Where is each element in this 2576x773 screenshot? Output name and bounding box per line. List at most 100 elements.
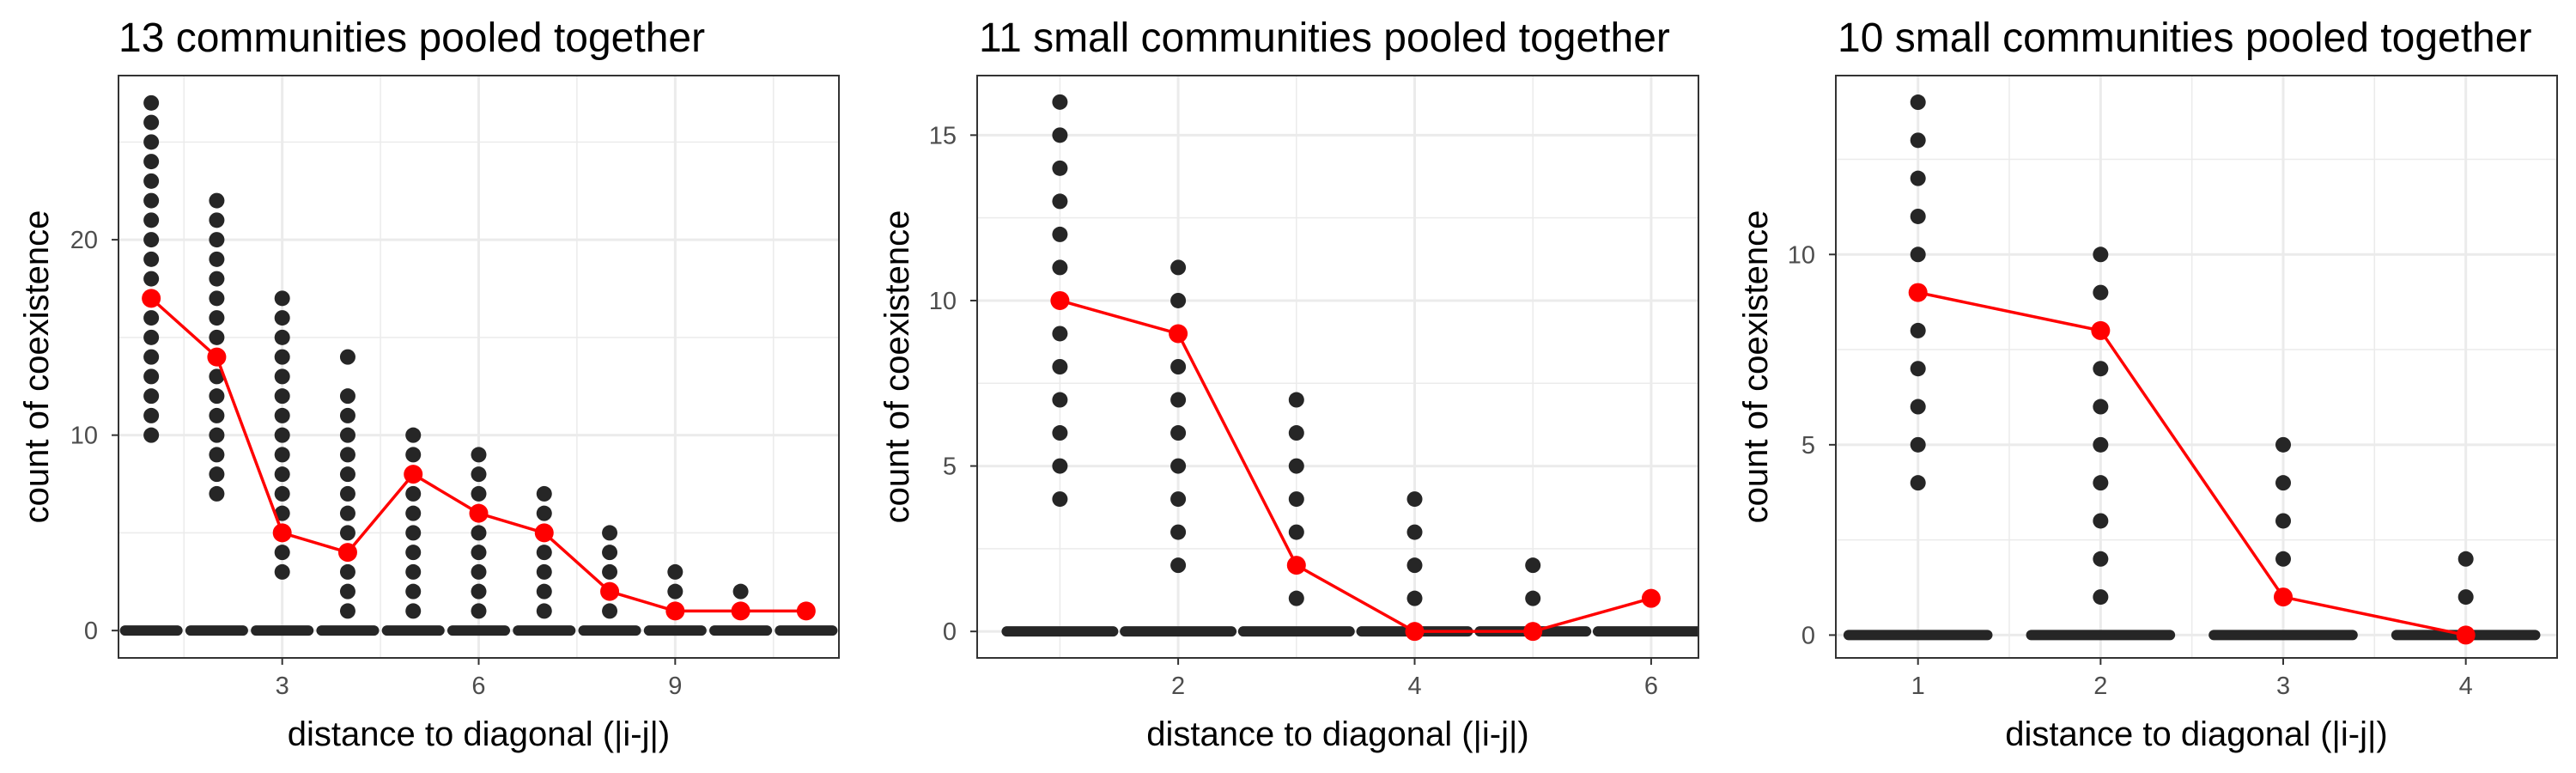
data-point — [602, 563, 618, 580]
x-tick-label: 3 — [276, 673, 289, 700]
data-point — [1288, 590, 1304, 606]
data-point — [1052, 226, 1068, 242]
data-point — [2458, 589, 2474, 606]
data-point — [2093, 513, 2109, 529]
data-point — [2093, 475, 2109, 491]
chart-title: 11 small communities pooled together — [979, 15, 1670, 61]
summary-point — [731, 601, 750, 621]
data-point — [339, 447, 355, 463]
y-tick-label: 0 — [943, 618, 957, 646]
data-point — [143, 310, 160, 326]
data-point — [339, 563, 355, 580]
data-point — [1170, 359, 1187, 374]
data-point — [536, 545, 552, 561]
data-point — [602, 603, 618, 619]
data-point — [1910, 436, 1926, 453]
data-point — [274, 545, 290, 561]
x-tick-label: 1 — [1911, 673, 1925, 700]
data-point — [209, 192, 225, 209]
data-point — [209, 251, 225, 267]
summary-point — [272, 523, 292, 543]
data-point — [1406, 557, 1423, 574]
data-point — [143, 427, 160, 443]
data-point — [1288, 458, 1304, 474]
data-point — [1170, 392, 1187, 408]
summary-point — [2091, 320, 2111, 340]
summary-point — [796, 601, 816, 621]
data-point — [143, 192, 160, 209]
data-point — [471, 525, 487, 541]
data-point — [1288, 524, 1304, 540]
data-point — [339, 388, 355, 405]
data-point — [536, 485, 552, 502]
data-point — [1052, 491, 1068, 508]
chart-panel-3: 1 2 3 4 0 5 10 10 small communities pooled toge… — [1737, 15, 2558, 753]
data-point — [1052, 392, 1068, 408]
grid — [977, 76, 1698, 658]
data-point — [143, 154, 160, 170]
data-point — [339, 349, 355, 365]
data-point — [1052, 127, 1068, 143]
data-point — [274, 310, 290, 326]
y-tick-label: 5 — [1801, 432, 1815, 460]
summary-point — [1050, 290, 1070, 310]
y-axis-label: count of coexistence — [878, 210, 916, 524]
summary-point — [1405, 622, 1425, 642]
data-point — [143, 94, 160, 111]
summary-point — [142, 289, 161, 308]
data-point — [2275, 475, 2292, 491]
data-point — [339, 407, 355, 423]
data-point — [274, 388, 290, 405]
data-point — [1910, 94, 1926, 111]
data-point — [1170, 425, 1187, 441]
data-point — [405, 505, 422, 521]
data-point — [274, 485, 290, 502]
data-point — [602, 545, 618, 561]
data-point — [536, 505, 552, 521]
data-point — [1910, 247, 1926, 263]
data-point — [1288, 425, 1304, 441]
data-point — [274, 505, 290, 521]
data-point — [667, 563, 683, 580]
data-point — [405, 583, 422, 600]
summary-point — [1641, 588, 1661, 608]
data-point — [209, 329, 225, 345]
x-tick-label: 9 — [668, 673, 682, 700]
data-point — [209, 212, 225, 228]
data-point — [209, 407, 225, 423]
data-point — [1052, 458, 1068, 474]
data-point — [536, 583, 552, 600]
data-point — [1406, 491, 1423, 508]
data-point — [1910, 170, 1926, 186]
data-point — [2275, 551, 2292, 567]
data-point — [1910, 132, 1926, 149]
data-point — [143, 212, 160, 228]
data-point — [143, 329, 160, 345]
data-point — [274, 427, 290, 443]
data-point — [1170, 292, 1187, 308]
y-tick-label: 5 — [943, 453, 957, 481]
data-point — [1910, 475, 1926, 491]
data-point — [339, 466, 355, 483]
data-point — [209, 485, 225, 502]
data-point — [2093, 399, 2109, 415]
y-axis-label: count of coexistence — [1737, 210, 1775, 524]
data-point — [1288, 392, 1304, 408]
data-point — [1052, 193, 1068, 210]
summary-point — [1908, 283, 1928, 302]
data-point — [471, 466, 487, 483]
grid — [118, 76, 839, 658]
data-point — [1170, 491, 1187, 508]
x-axis-label: distance to diagonal (|i-j|) — [2005, 715, 2387, 753]
data-point — [405, 603, 422, 619]
data-point — [1052, 160, 1068, 176]
summary-point — [1286, 556, 1306, 575]
data-point — [143, 173, 160, 189]
data-point — [1288, 491, 1304, 508]
data-point — [339, 603, 355, 619]
data-point — [732, 583, 749, 600]
data-point — [2275, 513, 2292, 529]
data-point — [1052, 326, 1068, 342]
x-tick-label: 2 — [2093, 673, 2107, 700]
x-tick-label: 6 — [1644, 673, 1658, 700]
